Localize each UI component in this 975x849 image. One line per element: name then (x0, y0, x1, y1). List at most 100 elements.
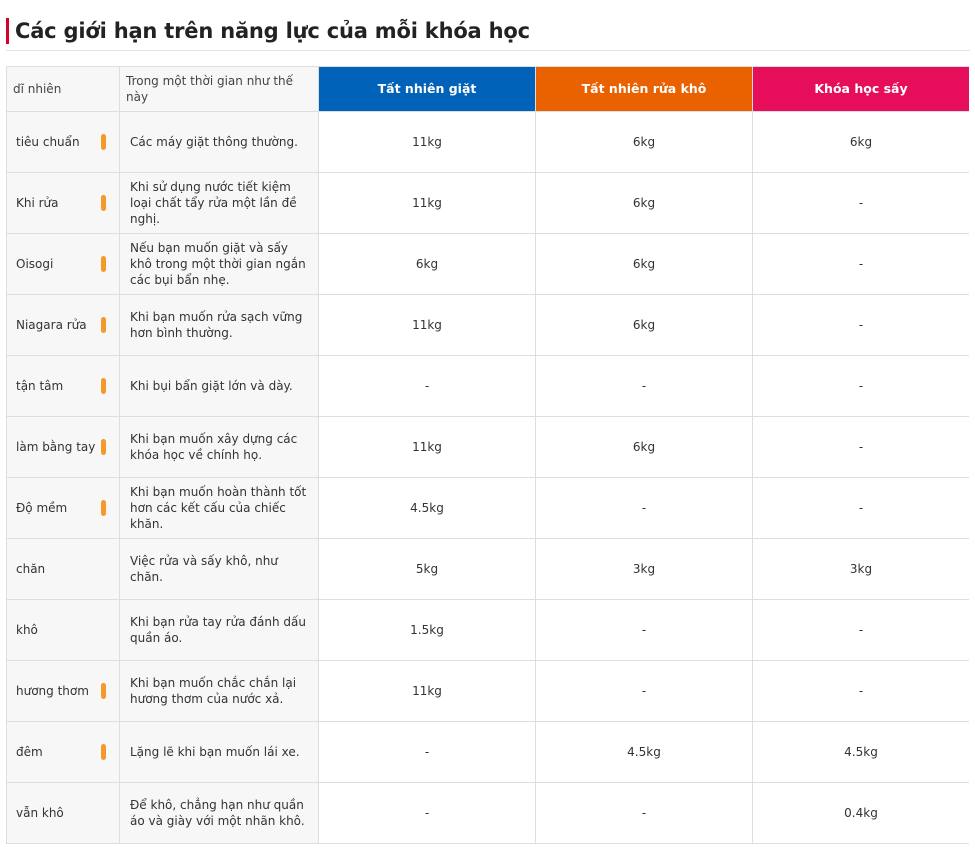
table-row: khô Khi bạn rửa tay rửa đánh dấu quần áo.… (6, 599, 969, 661)
table-row: tận tâm Khi bụi bẩn giặt lớn và dày. - - - (6, 355, 969, 417)
wash-capacity: 11kg (318, 294, 536, 356)
capacity-table-wrapper: dĩ nhiên Trong một thời gian như thế này… (6, 66, 969, 849)
table-header-row: dĩ nhiên Trong một thời gian như thế này… (6, 66, 969, 112)
table-row: Độ mềm Khi bạn muốn hoàn thành tốt hơn cá… (6, 477, 969, 539)
table-row: Oisogi Nếu bạn muốn giặt và sấy khô trong… (6, 233, 969, 295)
table-row: vẫn khô Để khô, chẳng hạn như quần áo và … (6, 782, 969, 844)
course-name-cell: khô (6, 599, 120, 661)
course-name: chăn (16, 562, 46, 576)
course-name-cell: Niagara rửa (6, 294, 120, 356)
wash-capacity: 11kg (318, 416, 536, 478)
wash-capacity: 11kg (318, 172, 536, 234)
course-indicator-icon (101, 744, 106, 760)
course-description: Khi bụi bẩn giặt lớn và dày. (119, 355, 319, 417)
course-name: đêm (16, 745, 43, 759)
course-name: tận tâm (16, 379, 64, 393)
course-indicator-icon (101, 500, 106, 516)
dry-clean-capacity: - (535, 782, 753, 844)
dry-clean-capacity: 6kg (535, 172, 753, 234)
course-name-cell: hương thơm (6, 660, 120, 722)
page-title: Các giới hạn trên năng lực của mỗi khóa … (15, 19, 530, 43)
course-name-cell: đêm (6, 721, 120, 783)
drying-capacity: 6kg (752, 111, 969, 173)
title-bar: Các giới hạn trên năng lực của mỗi khóa … (6, 14, 970, 51)
table-row: chăn Việc rửa và sấy khô, như chăn. 5kg 3kg… (6, 538, 969, 600)
course-description: Khi bạn muốn rửa sạch vững hơn bình thườ… (119, 294, 319, 356)
drying-capacity: - (752, 172, 969, 234)
course-indicator-icon (101, 195, 106, 211)
course-name: tiêu chuẩn (16, 135, 80, 149)
table-row: đêm Lặng lẽ khi bạn muốn lái xe. -4.5kg 4.5… (6, 721, 969, 783)
course-name: làm bằng tay (16, 440, 96, 454)
drying-capacity: - (752, 294, 969, 356)
course-description: Việc rửa và sấy khô, như chăn. (119, 538, 319, 600)
wash-capacity: 11kg (318, 111, 536, 173)
course-name-cell: vẫn khô (6, 782, 120, 844)
capacity-table: dĩ nhiên Trong một thời gian như thế này… (6, 66, 969, 844)
course-name-cell: làm bằng tay (6, 416, 120, 478)
wash-capacity: 5kg (318, 538, 536, 600)
header-wash-course: Tất nhiên giặt (318, 66, 536, 112)
wash-capacity: 4.5kg (318, 477, 536, 539)
drying-capacity: 0.4kg (752, 782, 969, 844)
dry-clean-capacity: 6kg (535, 111, 753, 173)
course-description: Để khô, chẳng hạn như quần áo và giày vớ… (119, 782, 319, 844)
dry-clean-capacity: - (535, 477, 753, 539)
course-name: Khi rửa (16, 196, 59, 210)
course-name-cell: chăn (6, 538, 120, 600)
dry-clean-capacity: 6kg (535, 233, 753, 295)
wash-capacity: 1.5kg (318, 599, 536, 661)
table-row: tiêu chuẩn Các máy giặt thông thường. 11kg… (6, 111, 969, 173)
course-description: Các máy giặt thông thường. (119, 111, 319, 173)
wash-capacity: - (318, 355, 536, 417)
course-indicator-icon (101, 317, 106, 333)
header-when: Trong một thời gian như thế này (119, 66, 319, 112)
course-indicator-icon (101, 378, 106, 394)
course-name: khô (16, 623, 38, 637)
table-row: Niagara rửa Khi bạn muốn rửa sạch vững hơ… (6, 294, 969, 356)
table-row: Khi rửa Khi sử dụng nước tiết kiệm loại c… (6, 172, 969, 234)
dry-clean-capacity: - (535, 599, 753, 661)
header-drying-course: Khóa học sấy (752, 66, 969, 112)
course-name-cell: Khi rửa (6, 172, 120, 234)
drying-capacity: 4.5kg (752, 721, 969, 783)
course-name: Độ mềm (16, 501, 68, 515)
wash-capacity: 11kg (318, 660, 536, 722)
course-indicator-icon (101, 683, 106, 699)
course-name: hương thơm (16, 684, 89, 698)
course-name-cell: Độ mềm (6, 477, 120, 539)
course-name: vẫn khô (16, 806, 64, 820)
drying-capacity: - (752, 660, 969, 722)
header-course: dĩ nhiên (6, 66, 120, 112)
dry-clean-capacity: 3kg (535, 538, 753, 600)
course-indicator-icon (101, 256, 106, 272)
dry-clean-capacity: 6kg (535, 294, 753, 356)
course-indicator-icon (101, 439, 106, 455)
table-row: hương thơm Khi bạn muốn chắc chắn lại hươ… (6, 660, 969, 722)
drying-capacity: 3kg (752, 538, 969, 600)
drying-capacity: - (752, 416, 969, 478)
course-name: Oisogi (16, 257, 54, 271)
wash-capacity: - (318, 721, 536, 783)
course-description: Lặng lẽ khi bạn muốn lái xe. (119, 721, 319, 783)
header-dry-clean-course: Tất nhiên rửa khô (535, 66, 753, 112)
dry-clean-capacity: - (535, 660, 753, 722)
table-row: làm bằng tay Khi bạn muốn xây dựng các kh… (6, 416, 969, 478)
course-name-cell: tiêu chuẩn (6, 111, 120, 173)
wash-capacity: - (318, 782, 536, 844)
course-name-cell: Oisogi (6, 233, 120, 295)
course-description: Nếu bạn muốn giặt và sấy khô trong một t… (119, 233, 319, 295)
table-body: tiêu chuẩn Các máy giặt thông thường. 11kg… (6, 111, 969, 844)
course-description: Khi bạn muốn chắc chắn lại hương thơm củ… (119, 660, 319, 722)
course-name: Niagara rửa (16, 318, 87, 332)
drying-capacity: - (752, 233, 969, 295)
dry-clean-capacity: 4.5kg (535, 721, 753, 783)
drying-capacity: - (752, 477, 969, 539)
drying-capacity: - (752, 599, 969, 661)
drying-capacity: - (752, 355, 969, 417)
course-indicator-icon (101, 134, 106, 150)
dry-clean-capacity: - (535, 355, 753, 417)
course-description: Khi sử dụng nước tiết kiệm loại chất tẩy… (119, 172, 319, 234)
course-description: Khi bạn muốn hoàn thành tốt hơn các kết … (119, 477, 319, 539)
wash-capacity: 6kg (318, 233, 536, 295)
